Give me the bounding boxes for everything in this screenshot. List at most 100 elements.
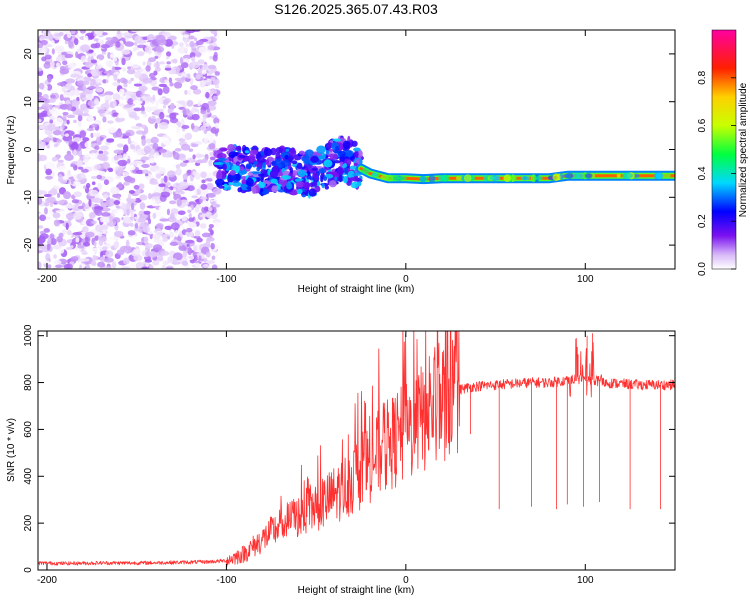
noise-cell [164,225,173,230]
noise-cell [46,243,51,251]
tone-blob [572,172,580,179]
noise-cell [159,218,170,222]
noise-cell [73,211,82,220]
noise-cell [122,135,129,139]
noise-cell [148,57,157,63]
signal-blob [244,150,250,154]
noise-cell [167,216,177,223]
noise-cell [178,181,189,190]
noise-cell [64,53,74,59]
noise-cell [155,172,162,179]
noise-cell [102,116,107,123]
noise-cell [123,144,129,153]
noise-cell [198,169,203,173]
noise-cell [177,30,182,36]
y-tick-label: 20 [23,48,34,60]
noise-cell [188,212,193,219]
noise-cell [138,183,145,190]
noise-cell [77,166,84,170]
noise-cell [158,148,167,153]
signal-blob [223,183,229,191]
noise-cell [39,214,47,222]
noise-cell [181,125,190,130]
noise-cell [176,100,186,104]
noise-cell [202,264,210,268]
noise-cell [153,152,160,159]
noise-cell [77,119,82,128]
noise-cell [139,194,148,201]
noise-cell [45,253,51,262]
noise-cell [73,191,82,198]
noise-cell [98,170,106,176]
noise-cell [174,229,179,238]
signal-blob [275,152,281,160]
noise-cell [125,132,131,137]
signal-blob [235,165,240,173]
y-tick-label: 0 [23,146,34,152]
signal-blob [323,159,333,168]
noise-cell [93,38,99,42]
noise-cell [89,80,96,87]
noise-cell [167,170,176,178]
noise-cell [195,98,200,103]
noise-cell [188,148,194,152]
y-tick-label: 0 [23,567,34,573]
noise-cell [125,239,130,248]
noise-cell [195,51,202,58]
noise-cell [142,169,149,174]
noise-cell [107,51,111,59]
signal-blob [251,186,257,194]
noise-cell [91,181,96,186]
colorbar-tick-label: 0.8 [697,70,708,84]
noise-cell [101,162,110,170]
noise-cell [112,209,119,213]
noise-cell [112,81,121,87]
noise-cell [166,51,172,57]
signal-blob [291,160,298,165]
signal-blob [258,180,266,189]
noise-cell [122,78,128,84]
noise-cell [155,46,165,53]
noise-cell [68,138,73,145]
noise-cell [175,164,181,169]
noise-cell [195,159,205,164]
figure-title: S126.2025.365.07.43.R03 [274,1,438,17]
noise-cell [166,266,173,269]
noise-cell [137,44,147,49]
noise-cell [194,262,201,269]
noise-cell [205,91,210,99]
noise-cell [44,175,54,180]
noise-cell [190,122,195,130]
noise-cell [204,177,213,182]
tone-blob [428,174,436,183]
signal-blob [296,188,303,195]
noise-cell [126,208,130,216]
signal-blob [246,186,252,190]
noise-cell [123,98,127,106]
signal-blob [281,159,291,167]
noise-cell [131,234,136,241]
noise-cell [52,130,62,136]
noise-cell [95,78,103,84]
noise-cell [132,47,137,52]
signal-blob [334,176,338,181]
noise-cell [181,216,187,222]
noise-cell [141,163,150,168]
noise-cell [92,132,101,138]
noise-cell [100,218,105,223]
x-tick-label: 100 [577,274,594,285]
noise-cell [124,41,135,47]
noise-cell [191,56,196,62]
noise-cell [127,98,134,105]
noise-cell [70,256,79,262]
noise-cell [203,79,212,86]
noise-cell [194,254,198,262]
noise-cell [172,182,182,189]
signal-blob [271,160,277,167]
noise-cell [145,65,151,72]
noise-cell [212,54,218,62]
noise-cell [177,46,188,54]
noise-cell [195,154,206,158]
noise-cell [55,264,63,269]
noise-cell [41,56,47,62]
